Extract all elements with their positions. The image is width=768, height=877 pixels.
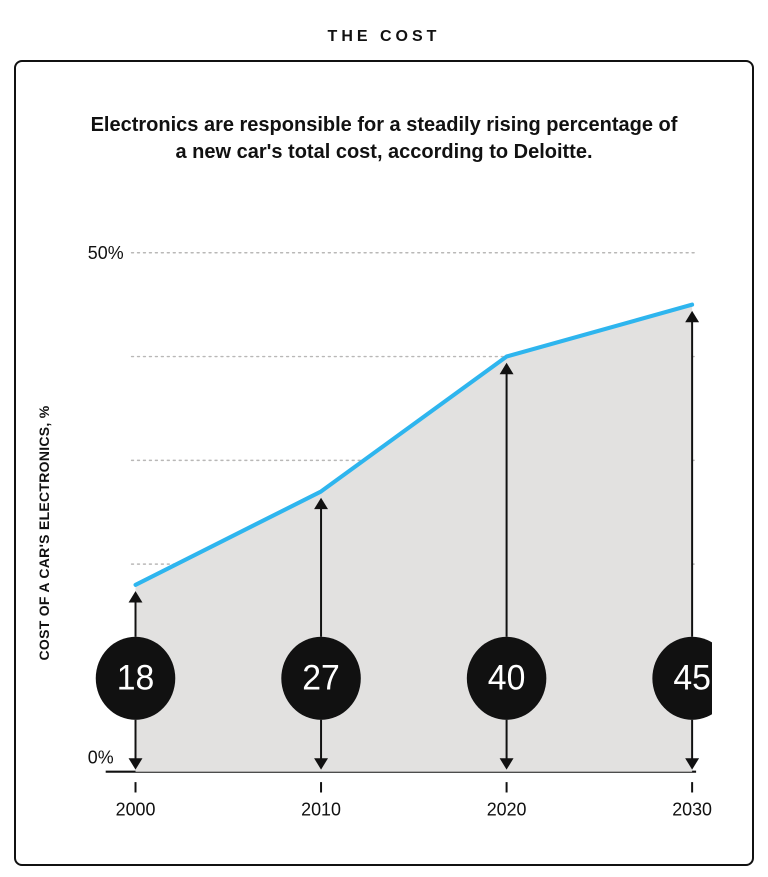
chart-area: COST OF A CAR'S ELECTRONICS, % 0%50%2000… <box>56 232 712 834</box>
chart-frame: Electronics are responsible for a steadi… <box>14 60 754 866</box>
svg-text:0%: 0% <box>88 746 114 767</box>
svg-text:45: 45 <box>673 659 711 698</box>
chart-subtitle: Electronics are responsible for a steadi… <box>16 62 752 196</box>
svg-text:18: 18 <box>117 659 155 698</box>
svg-text:2010: 2010 <box>301 798 341 819</box>
y-axis-label: COST OF A CAR'S ELECTRONICS, % <box>36 406 52 661</box>
svg-text:2020: 2020 <box>487 798 527 819</box>
svg-text:27: 27 <box>302 659 340 698</box>
eyebrow-title: THE COST <box>0 0 768 60</box>
chart-svg: 0% 50% 2000 2010 2020 2030 18 27 40 45 <box>56 232 712 834</box>
svg-text:50%: 50% <box>88 242 124 263</box>
svg-text:2000: 2000 <box>116 798 156 819</box>
svg-text:2030: 2030 <box>672 798 712 819</box>
svg-text:40: 40 <box>488 659 526 698</box>
